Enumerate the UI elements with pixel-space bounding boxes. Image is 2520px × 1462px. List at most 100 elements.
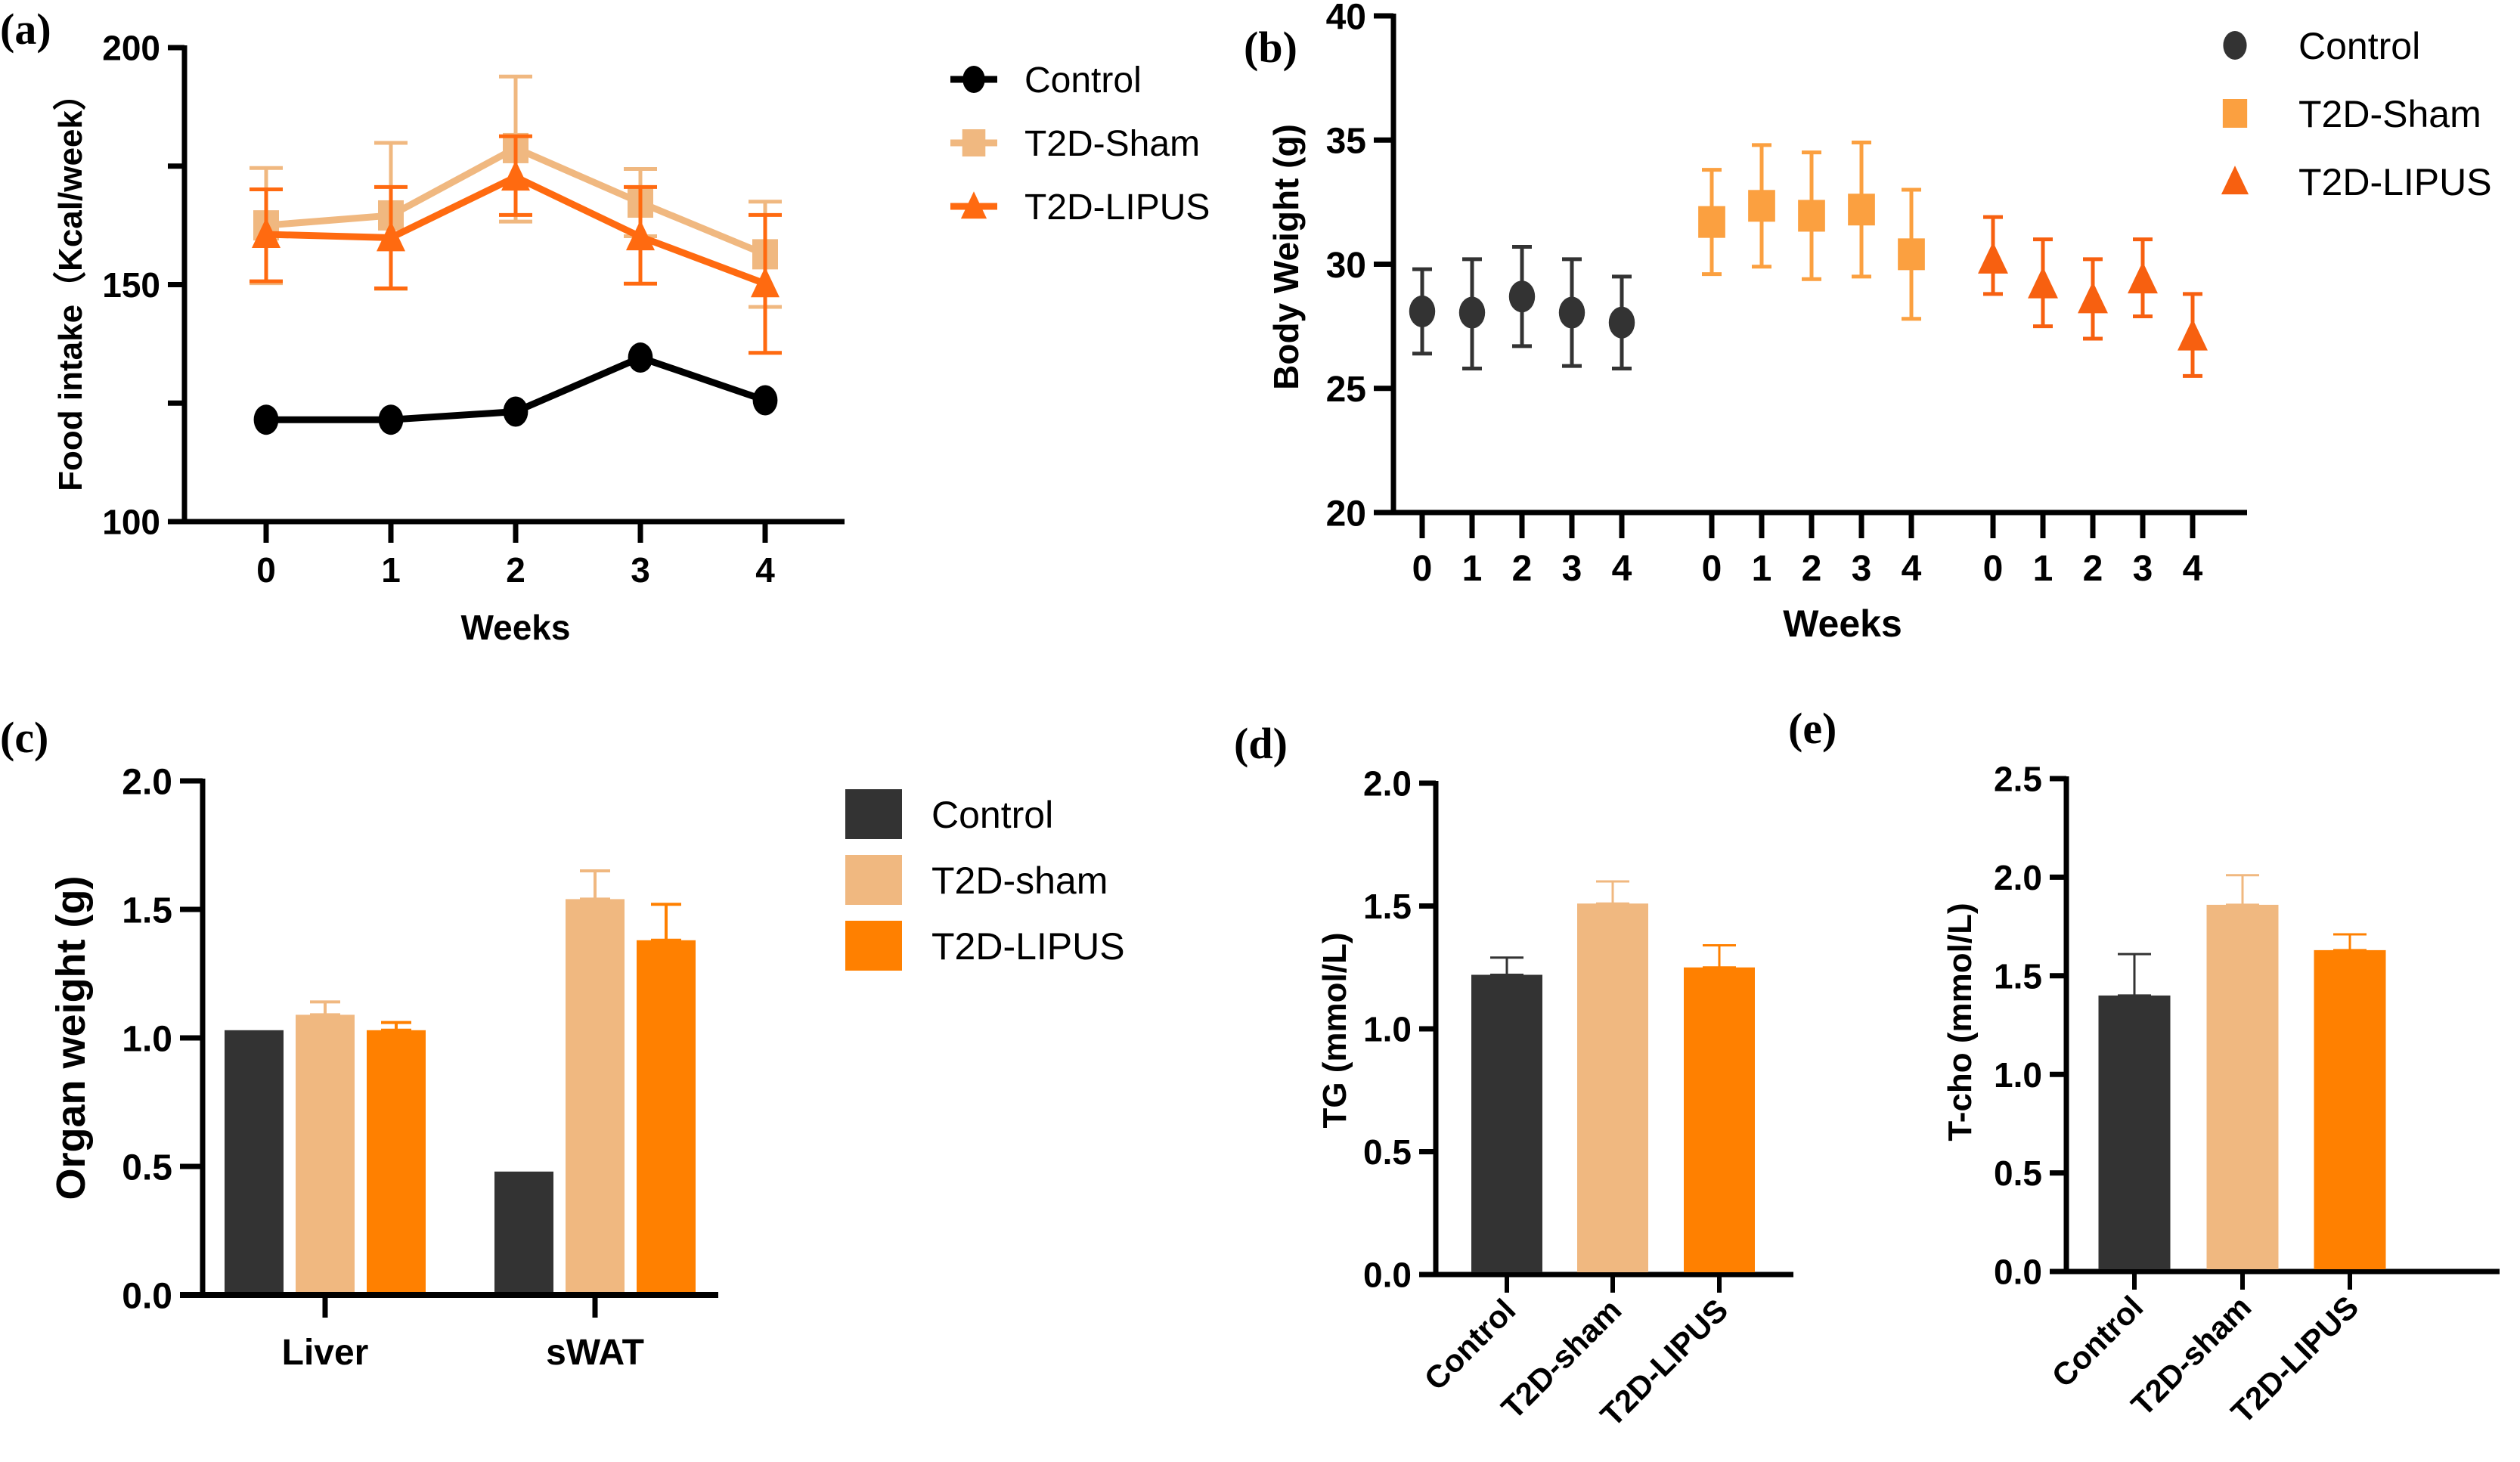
data-point	[1898, 238, 1925, 271]
data-point	[1608, 306, 1635, 339]
legend-label: Control	[931, 794, 1053, 836]
legend: Control T2D-Sham T2D-LIPUS	[950, 60, 1210, 228]
y-tick-label: 2.0	[1363, 764, 1412, 804]
y-tick-label: 1.5	[122, 891, 172, 931]
legend-label: T2D-LIPUS	[1024, 187, 1210, 228]
x-tick-label: sWAT	[546, 1333, 644, 1373]
bar-t2d-lipus	[1684, 967, 1755, 1272]
panel-a-food-intake-chart: 100 150 200 0 1 2 3 4 Weeks Food intake（Kcal/week…	[52, 29, 1210, 647]
error-bar	[651, 903, 681, 942]
legend-circle-icon	[962, 66, 985, 93]
bar-t2d-sham	[1577, 903, 1648, 1272]
data-point	[377, 221, 405, 252]
error-bar	[381, 1021, 411, 1032]
error-bar	[580, 869, 610, 901]
bar-swat-t2d-lipus	[637, 940, 696, 1292]
data-point	[752, 385, 778, 416]
y-tick-label: 30	[1326, 246, 1366, 286]
data-point	[2028, 266, 2058, 299]
legend-item: T2D-LIPUS	[950, 187, 1210, 228]
data-point	[1558, 296, 1585, 329]
y-tick-label: 2.0	[1994, 858, 2042, 897]
x-tick-label: 4	[1612, 549, 1632, 589]
x-axis-title: Weeks	[461, 608, 571, 647]
y-tick-label: 0.0	[122, 1276, 172, 1316]
panel-d-tg-chart: 0.00.51.01.52.0TG (mmol/L)ControlT2D-sha…	[1316, 764, 1793, 1433]
data-point	[1508, 280, 1536, 313]
y-tick-label: 100	[102, 503, 160, 542]
y-tick-label: 1.5	[1994, 956, 2042, 996]
panel-label-c: (c)	[0, 713, 48, 762]
y-tick-label: 1.5	[1363, 887, 1412, 926]
legend-label: Control	[2298, 25, 2420, 67]
legend: Control T2D-sham T2D-LIPUS	[845, 789, 1125, 971]
x-tick-label: 1	[1462, 549, 1483, 589]
x-tick-label: 4	[2183, 549, 2203, 589]
y-tick-label: 20	[1326, 494, 1366, 534]
error-bar	[2226, 874, 2259, 906]
bar-control	[2098, 995, 2171, 1269]
legend-circle-icon	[2223, 31, 2247, 60]
x-tick-label: Control	[2045, 1289, 2150, 1394]
x-tick-label: 1	[1752, 549, 1772, 589]
panel-label-b: (b)	[1244, 23, 1297, 72]
error-bar	[1490, 956, 1523, 976]
legend-square-icon	[2222, 99, 2248, 128]
series-t2d-lipus	[250, 134, 782, 355]
y-axis-title: TG (mmol/L)	[1316, 932, 1353, 1128]
y-tick-label: 2.0	[122, 762, 172, 802]
legend-swatch-icon	[845, 921, 902, 971]
legend-swatch-icon	[845, 855, 902, 905]
legend-label: Control	[1024, 60, 1142, 101]
x-tick-label: 3	[1852, 549, 1872, 589]
y-axis-title: Food intake（Kcal/week）	[52, 77, 89, 491]
panel-label-a: (a)	[0, 5, 51, 54]
x-tick-label: 1	[2033, 549, 2054, 589]
x-tick-label: 3	[631, 550, 650, 590]
legend-label: T2D-LIPUS	[2298, 161, 2492, 203]
legend-item: T2D-Sham	[2222, 93, 2481, 135]
data-point	[1458, 296, 1486, 329]
legend-square-icon	[962, 129, 986, 156]
y-tick-label: 40	[1326, 0, 1366, 37]
bar-swat-t2d-sham	[566, 899, 625, 1292]
x-tick-label: Liver	[282, 1333, 369, 1373]
x-tick-label: 4	[755, 550, 775, 590]
x-tick-label: 3	[1562, 549, 1582, 589]
bar-liver-t2d-sham	[296, 1014, 355, 1292]
x-tick-label: 0	[1412, 549, 1433, 589]
legend-item: Control	[845, 789, 1053, 839]
x-tick-label: 2	[2083, 549, 2103, 589]
y-axis-title: T-cho (mmol/L)	[1942, 903, 1979, 1141]
data-point	[1978, 241, 2008, 274]
legend-label: T2D-sham	[931, 860, 1108, 902]
y-axis-title: Body Weight (g)	[1266, 124, 1306, 390]
y-axis-title: Organ weight (g)	[48, 876, 94, 1200]
y-tick-label: 0.0	[1994, 1253, 2042, 1292]
data-point	[1698, 206, 1725, 238]
panel-label-d: (d)	[1234, 719, 1288, 768]
bar-control	[1471, 974, 1542, 1272]
legend-label: T2D-LIPUS	[931, 925, 1125, 968]
y-tick-label: 150	[102, 265, 160, 305]
x-tick-label: 1	[381, 550, 401, 590]
bar-liver-t2d-lipus	[367, 1030, 426, 1292]
legend-label: T2D-Sham	[1024, 124, 1200, 164]
error-bar	[1703, 944, 1736, 969]
error-bar	[2118, 952, 2151, 997]
y-tick-label: 1.0	[1363, 1010, 1412, 1049]
y-tick-label: 0.0	[1363, 1256, 1412, 1295]
data-point	[626, 220, 655, 251]
legend-item: Control	[2223, 25, 2420, 67]
data-point	[1848, 194, 1875, 226]
legend-label: T2D-Sham	[2298, 93, 2481, 135]
y-tick-label: 2.5	[1994, 760, 2042, 799]
data-point	[2177, 318, 2208, 351]
y-tick-label: 1.0	[1994, 1055, 2042, 1095]
data-point	[751, 267, 780, 298]
y-tick-label: 1.0	[122, 1019, 172, 1059]
x-tick-label: 2	[506, 550, 525, 590]
panel-e-tcho-chart: 0.00.51.01.52.02.5T-cho (mmol/L)ControlT…	[1942, 760, 2500, 1430]
